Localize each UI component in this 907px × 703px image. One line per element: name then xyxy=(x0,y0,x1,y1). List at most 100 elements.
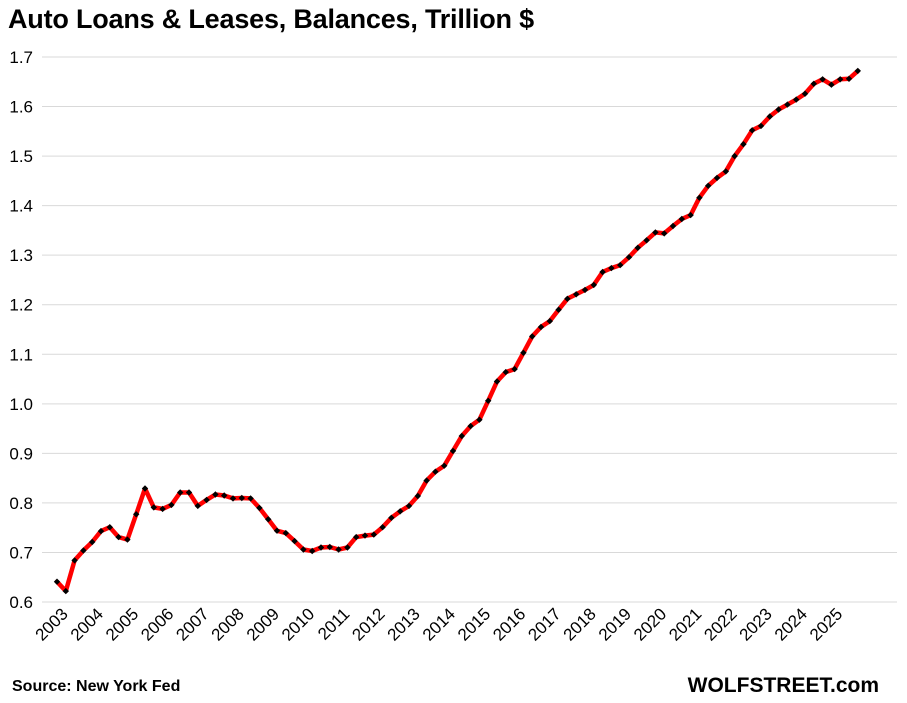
data-point xyxy=(757,122,765,130)
data-point xyxy=(740,141,747,148)
data-point xyxy=(282,529,289,537)
data-point xyxy=(256,504,263,512)
data-point xyxy=(766,113,773,120)
data-point xyxy=(62,587,69,595)
data-point xyxy=(634,244,641,251)
y-tick-label: 1.7 xyxy=(9,48,33,67)
x-tick-label: 2025 xyxy=(806,604,846,644)
data-point xyxy=(379,524,386,531)
x-tick-label: 2004 xyxy=(67,604,107,644)
data-point xyxy=(520,349,527,356)
data-point xyxy=(608,264,615,272)
data-point xyxy=(344,544,351,551)
x-tick-label: 2006 xyxy=(137,604,177,644)
data-point xyxy=(106,524,113,531)
y-tick-label: 1.3 xyxy=(9,246,33,265)
data-point xyxy=(705,182,712,189)
data-point xyxy=(370,531,377,538)
chart-title: Auto Loans & Leases, Balances, Trillion … xyxy=(8,4,534,34)
data-point xyxy=(652,229,659,236)
data-point xyxy=(150,504,157,511)
x-tick-label: 2008 xyxy=(208,604,248,644)
data-point xyxy=(581,286,589,294)
x-tick-label: 2023 xyxy=(736,604,776,644)
x-tick-label: 2021 xyxy=(665,604,705,644)
data-point xyxy=(590,281,597,289)
y-tick-label: 1.6 xyxy=(9,98,33,117)
data-point xyxy=(335,546,342,553)
data-point xyxy=(80,547,87,554)
data-point xyxy=(124,536,131,543)
y-tick-label: 1.2 xyxy=(9,296,33,315)
data-point xyxy=(845,75,853,82)
data-point xyxy=(837,76,844,83)
y-tick-label: 1.5 xyxy=(9,147,33,166)
x-tick-label: 2007 xyxy=(172,604,212,644)
data-point xyxy=(221,492,228,499)
x-tick-label: 2024 xyxy=(771,604,811,644)
x-tick-label: 2014 xyxy=(419,604,459,644)
data-point xyxy=(696,194,703,201)
x-tick-label: 2020 xyxy=(630,604,670,644)
x-tick-label: 2017 xyxy=(524,604,564,644)
data-point xyxy=(353,533,360,541)
data-point xyxy=(511,365,518,373)
data-point xyxy=(265,516,272,523)
data-point xyxy=(555,306,562,313)
data-point xyxy=(485,397,492,404)
data-point xyxy=(458,432,465,440)
series-line xyxy=(54,68,861,594)
data-point xyxy=(203,496,210,504)
x-axis-ticks: 2003200420052006200720082009201020112012… xyxy=(32,604,847,644)
y-axis-ticks: 0.6 0.7 0.8 0.9 1.0 1.1 1.2 1.3 1.4 1.5 1.6 1.7 xyxy=(9,48,33,612)
data-point xyxy=(97,527,105,535)
data-point xyxy=(793,96,800,103)
data-point xyxy=(449,447,457,455)
data-point xyxy=(317,544,325,551)
data-point xyxy=(432,468,439,475)
data-point xyxy=(273,527,281,534)
data-point xyxy=(115,533,122,541)
x-tick-label: 2016 xyxy=(489,604,529,644)
data-point xyxy=(573,291,580,298)
data-point xyxy=(309,547,316,555)
data-point xyxy=(784,101,791,108)
data-point xyxy=(722,168,729,175)
source-note: Source: New York Fed xyxy=(12,678,181,695)
data-point xyxy=(801,90,809,97)
data-point xyxy=(194,502,201,510)
data-point xyxy=(493,378,501,385)
data-point xyxy=(185,489,193,496)
data-point xyxy=(300,546,307,553)
y-tick-label: 1.4 xyxy=(9,197,33,216)
data-point xyxy=(212,491,219,498)
data-point xyxy=(819,76,826,83)
x-tick-label: 2013 xyxy=(384,604,424,644)
y-tick-label: 0.8 xyxy=(9,494,33,513)
data-point xyxy=(168,501,175,509)
x-tick-label: 2019 xyxy=(595,604,635,644)
y-tick-label: 1.0 xyxy=(9,395,33,414)
data-point xyxy=(678,215,685,223)
x-tick-label: 2018 xyxy=(560,604,600,644)
x-tick-label: 2012 xyxy=(348,604,388,644)
data-point xyxy=(749,127,756,134)
data-point xyxy=(291,537,298,545)
data-point xyxy=(810,80,817,87)
x-tick-label: 2009 xyxy=(243,604,283,644)
data-point xyxy=(617,261,624,269)
data-point xyxy=(71,557,78,564)
data-point xyxy=(467,422,474,430)
y-tick-label: 0.9 xyxy=(9,444,33,463)
data-point xyxy=(247,495,254,502)
site-credit: WOLFSTREET.com xyxy=(687,674,879,697)
y-tick-label: 0.6 xyxy=(9,593,33,612)
data-point xyxy=(441,462,448,469)
data-point xyxy=(326,543,333,551)
data-point xyxy=(405,502,413,510)
data-point xyxy=(564,295,571,302)
data-point xyxy=(731,152,738,160)
data-point xyxy=(229,495,237,502)
data-point xyxy=(238,494,245,502)
